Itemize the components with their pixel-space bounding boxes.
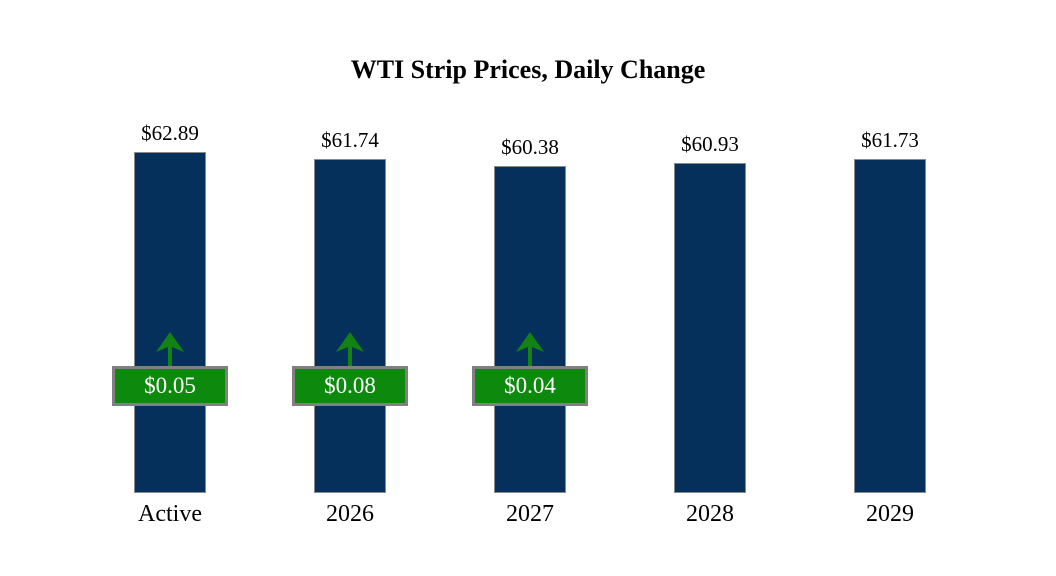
value-label-2029: $61.73 <box>861 128 919 152</box>
value-label-2028: $60.93 <box>681 132 739 156</box>
bar-2029 <box>854 159 926 493</box>
bar-active <box>134 152 206 493</box>
category-label-2028: 2028 <box>686 501 734 527</box>
daily-change-badge-2027: $0.04 <box>472 366 588 406</box>
up-arrow-icon <box>336 332 364 366</box>
chart-title: WTI Strip Prices, Daily Change <box>350 55 706 84</box>
value-label-2026: $61.74 <box>321 128 379 152</box>
category-label-2026: 2026 <box>326 501 374 527</box>
bar-2026 <box>314 159 386 493</box>
bar-2028 <box>674 163 746 493</box>
daily-change-badge-2026: $0.08 <box>292 366 408 406</box>
category-label-active: Active <box>138 501 202 527</box>
value-label-2027: $60.38 <box>501 135 559 159</box>
value-label-active: $62.89 <box>141 121 199 145</box>
up-arrow-icon <box>156 332 184 366</box>
bar-2027 <box>494 166 566 493</box>
category-label-2029: 2029 <box>866 501 914 527</box>
up-arrow-icon <box>516 332 544 366</box>
category-label-2027: 2027 <box>506 501 554 527</box>
daily-change-badge-active: $0.05 <box>112 366 228 406</box>
